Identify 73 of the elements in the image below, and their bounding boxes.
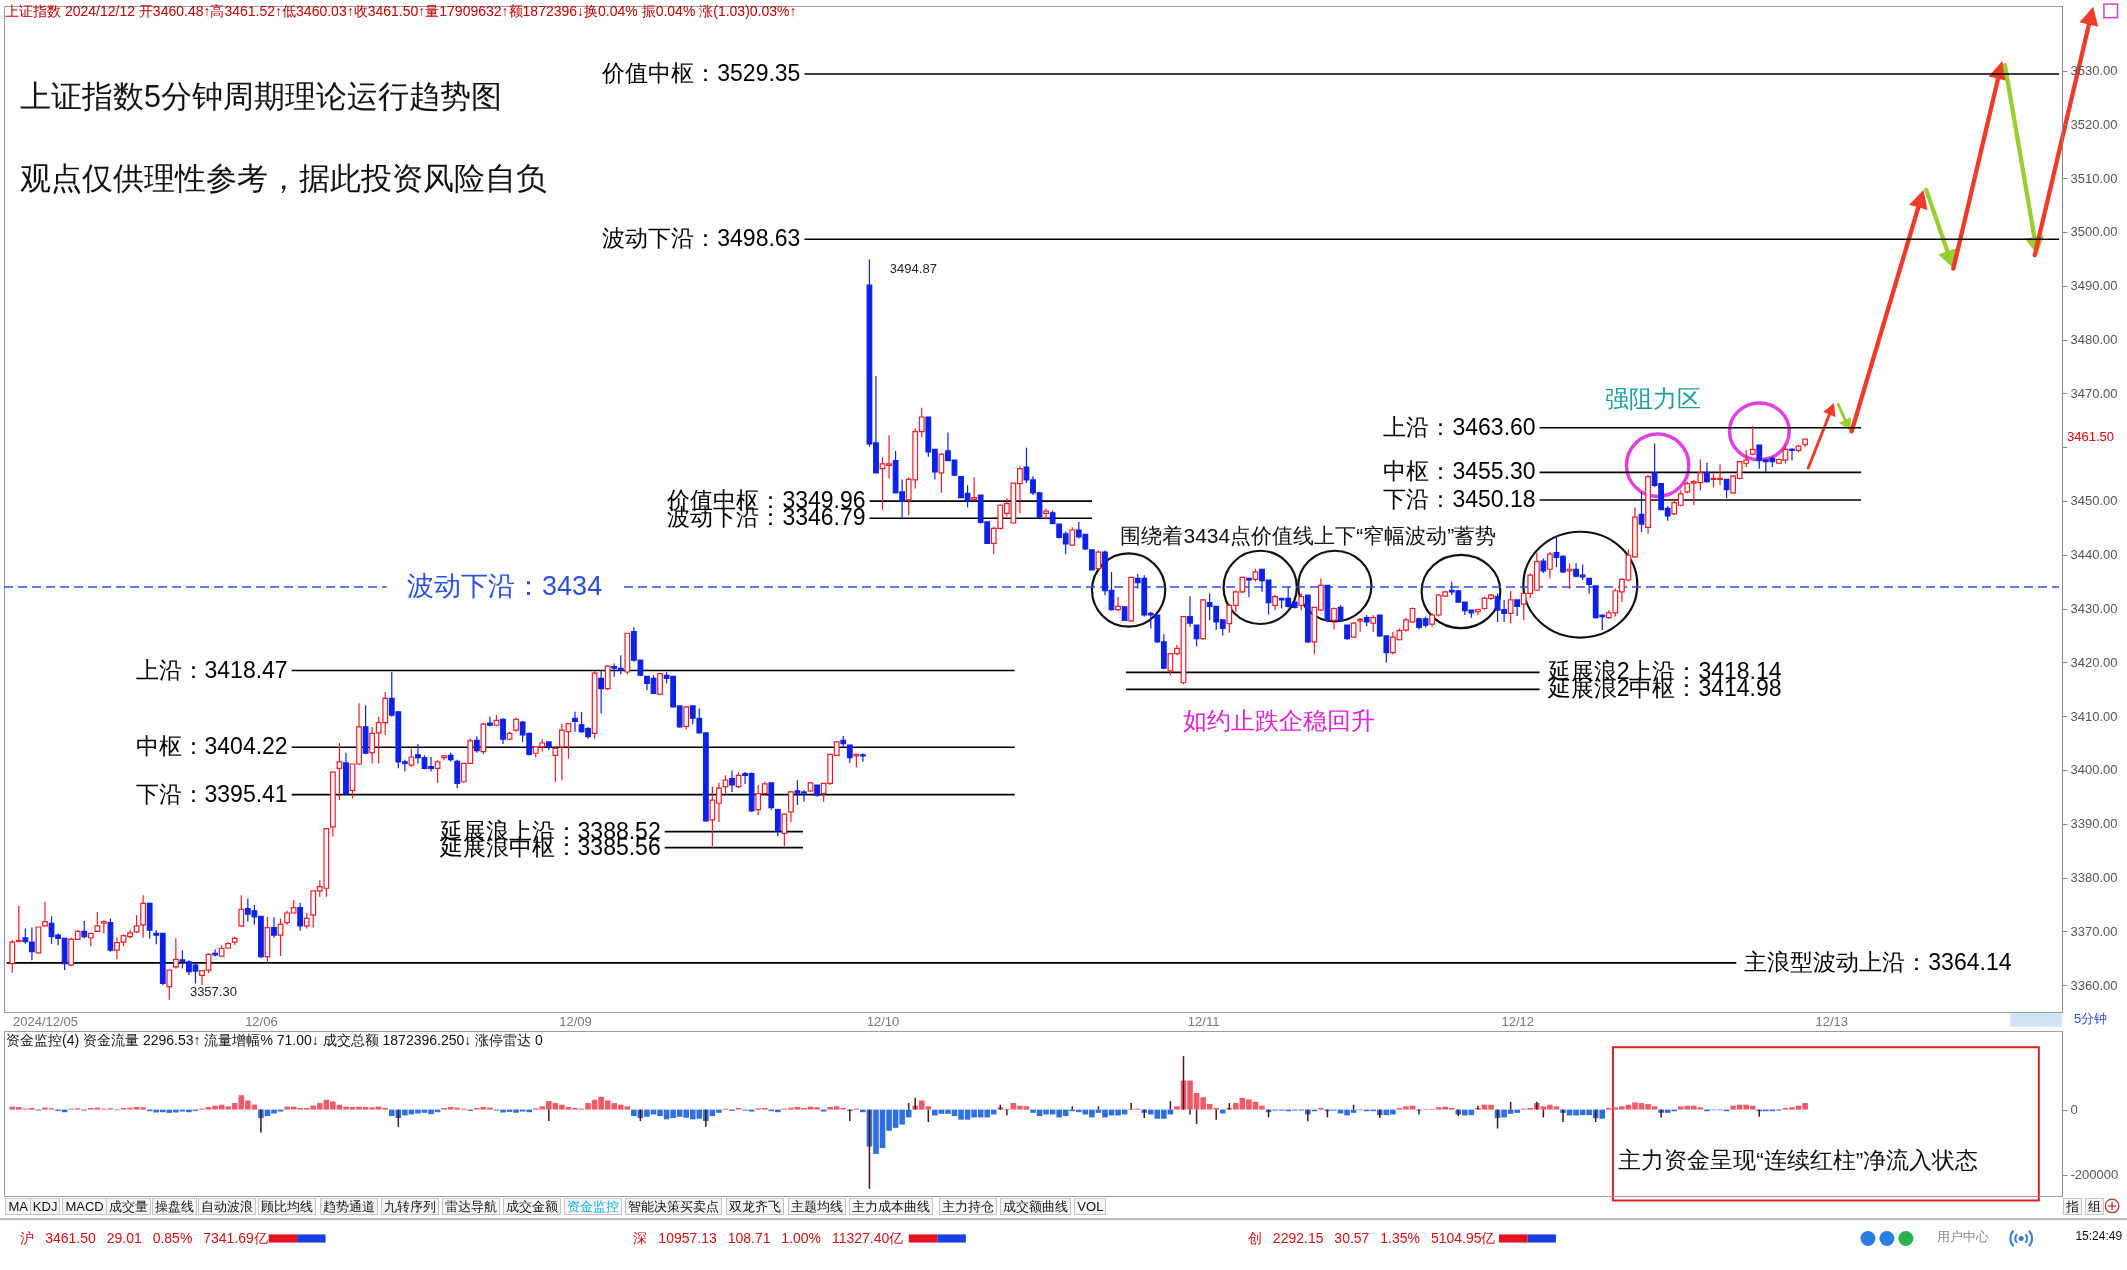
x-tick-label: 12/12 [1501,1013,1534,1029]
text: 3461.50 [2065,429,2116,445]
annotation: 如约止跌企稳回升 [1182,706,1375,734]
ref-line-label: 上沿：3418.47 [135,656,288,683]
text: 资金监控 [564,1198,623,1215]
text: 九转序列 [381,1198,440,1215]
y-tick-label: 3510.00 [2070,170,2118,186]
text: 观点仅供理性参考，据此投资风险自负 [20,161,547,196]
text: 用户中心 [1937,1229,1990,1245]
text: VOL [1074,1198,1107,1215]
y-tick-label: 3440.00 [2070,547,2118,563]
text: 雷达导航 [442,1198,501,1215]
text: 操盘线 [151,1198,197,1215]
text: KDJ [29,1198,61,1215]
annotation: 围绕着3434点价值线上下“窄幅波动”蓄势 [1120,524,1497,548]
text: 双龙齐飞 [725,1198,784,1215]
annotation: 主力资金呈现“连续红柱”净流入状态 [1618,1148,1979,1174]
y-tick-label: 3430.00 [2070,601,2118,617]
x-tick-label: 12/11 [1187,1013,1220,1029]
y-tick-label: 0 [2070,1102,2078,1118]
y-tick-label: 3360.00 [2070,977,2118,993]
y-tick-label: 3380.00 [2070,870,2118,886]
text: 指 [2063,1198,2083,1215]
annotation: 3494.87 [889,260,937,276]
ref-line-label: 波动下沿：3498.63 [602,225,801,252]
x-tick-label: 2024/12/05 [12,1013,79,1029]
y-tick-label: 3450.00 [2070,493,2118,509]
ref-line-label: 波动下沿：3434 [407,571,603,602]
text: 主题均线 [788,1198,847,1215]
ref-line-label: 中枢：3404.22 [135,733,288,760]
chart-title: 资金监控(4) 资金流量 2296.53↑ 流量增幅% 71.00↓ 成交总额 1872396.250↓ 涨停雷达 0 [6,1032,544,1048]
ref-line-label: 下沿：3395.41 [135,780,288,807]
ref-line-label: 中枢：3455.30 [1383,458,1536,485]
text: 主力成本曲线 [849,1198,934,1215]
text: 主力持仓 [938,1198,997,1215]
annotation: 上证指数 2024/12/12 开3460.48↑高3461.52↑低3460.03↑收3461.50↑量17909632↑额1872396↓换0.04% 振0.04% 涨(1.03)0.03%↑ [5,3,797,20]
text: 成交金额 [503,1198,562,1215]
y-tick-label: 3400.00 [2070,762,2118,778]
y-tick-label: 3370.00 [2070,923,2118,939]
text: 成交额曲线 [999,1198,1071,1215]
text: 自动波浪 [198,1198,257,1215]
y-tick-label: 3420.00 [2070,654,2118,670]
x-tick-label: 12/10 [866,1013,900,1029]
text: 组 [2084,1198,2104,1215]
y-tick-label: 3390.00 [2070,816,2118,832]
text: MA [5,1198,31,1215]
y-tick-label: 3470.00 [2070,385,2118,401]
text: 成交量 [105,1198,151,1215]
y-tick-label: 3480.00 [2070,332,2118,348]
text: 15:24:49 [2075,1229,2123,1244]
text: 创 2292.15 30.57 1.35% 5104.95亿 [1247,1230,1496,1247]
y-tick-label: 3410.00 [2070,708,2118,724]
ref-line-label: 上沿：3463.60 [1383,413,1536,440]
text: 深 10957.13 108.71 1.00% 11327.40亿 [633,1230,904,1247]
y-tick-label: -200000 [2070,1167,2119,1183]
ref-line-label: 下沿：3450.18 [1383,485,1536,512]
ref-line-label: 价值中枢：3529.35 [601,60,801,87]
y-tick-label: 3500.00 [2070,224,2118,240]
text: 智能决策买卖点 [625,1198,723,1215]
x-tick-label: 12/09 [559,1013,592,1029]
y-tick-label: 3520.00 [2070,116,2118,132]
text: MACD [62,1198,107,1215]
annotation: 强阻力区 [1604,385,1701,413]
ref-line-label: 主浪型波动上沿：3364.14 [1744,948,2012,975]
text: 5分钟 [2074,1011,2108,1027]
x-tick-label: 12/06 [245,1013,278,1029]
text: 上证指数5分钟周期理论运行趋势图 [20,79,502,113]
text: 顾比均线 [257,1198,316,1215]
text: 趋势通道 [320,1198,379,1215]
annotation: 3357.30 [189,983,237,999]
x-tick-label: 12/13 [1815,1013,1849,1029]
y-tick-label: 3490.00 [2070,278,2118,294]
text: 沪 3461.50 29.01 0.85% 7341.69亿 [20,1230,268,1247]
